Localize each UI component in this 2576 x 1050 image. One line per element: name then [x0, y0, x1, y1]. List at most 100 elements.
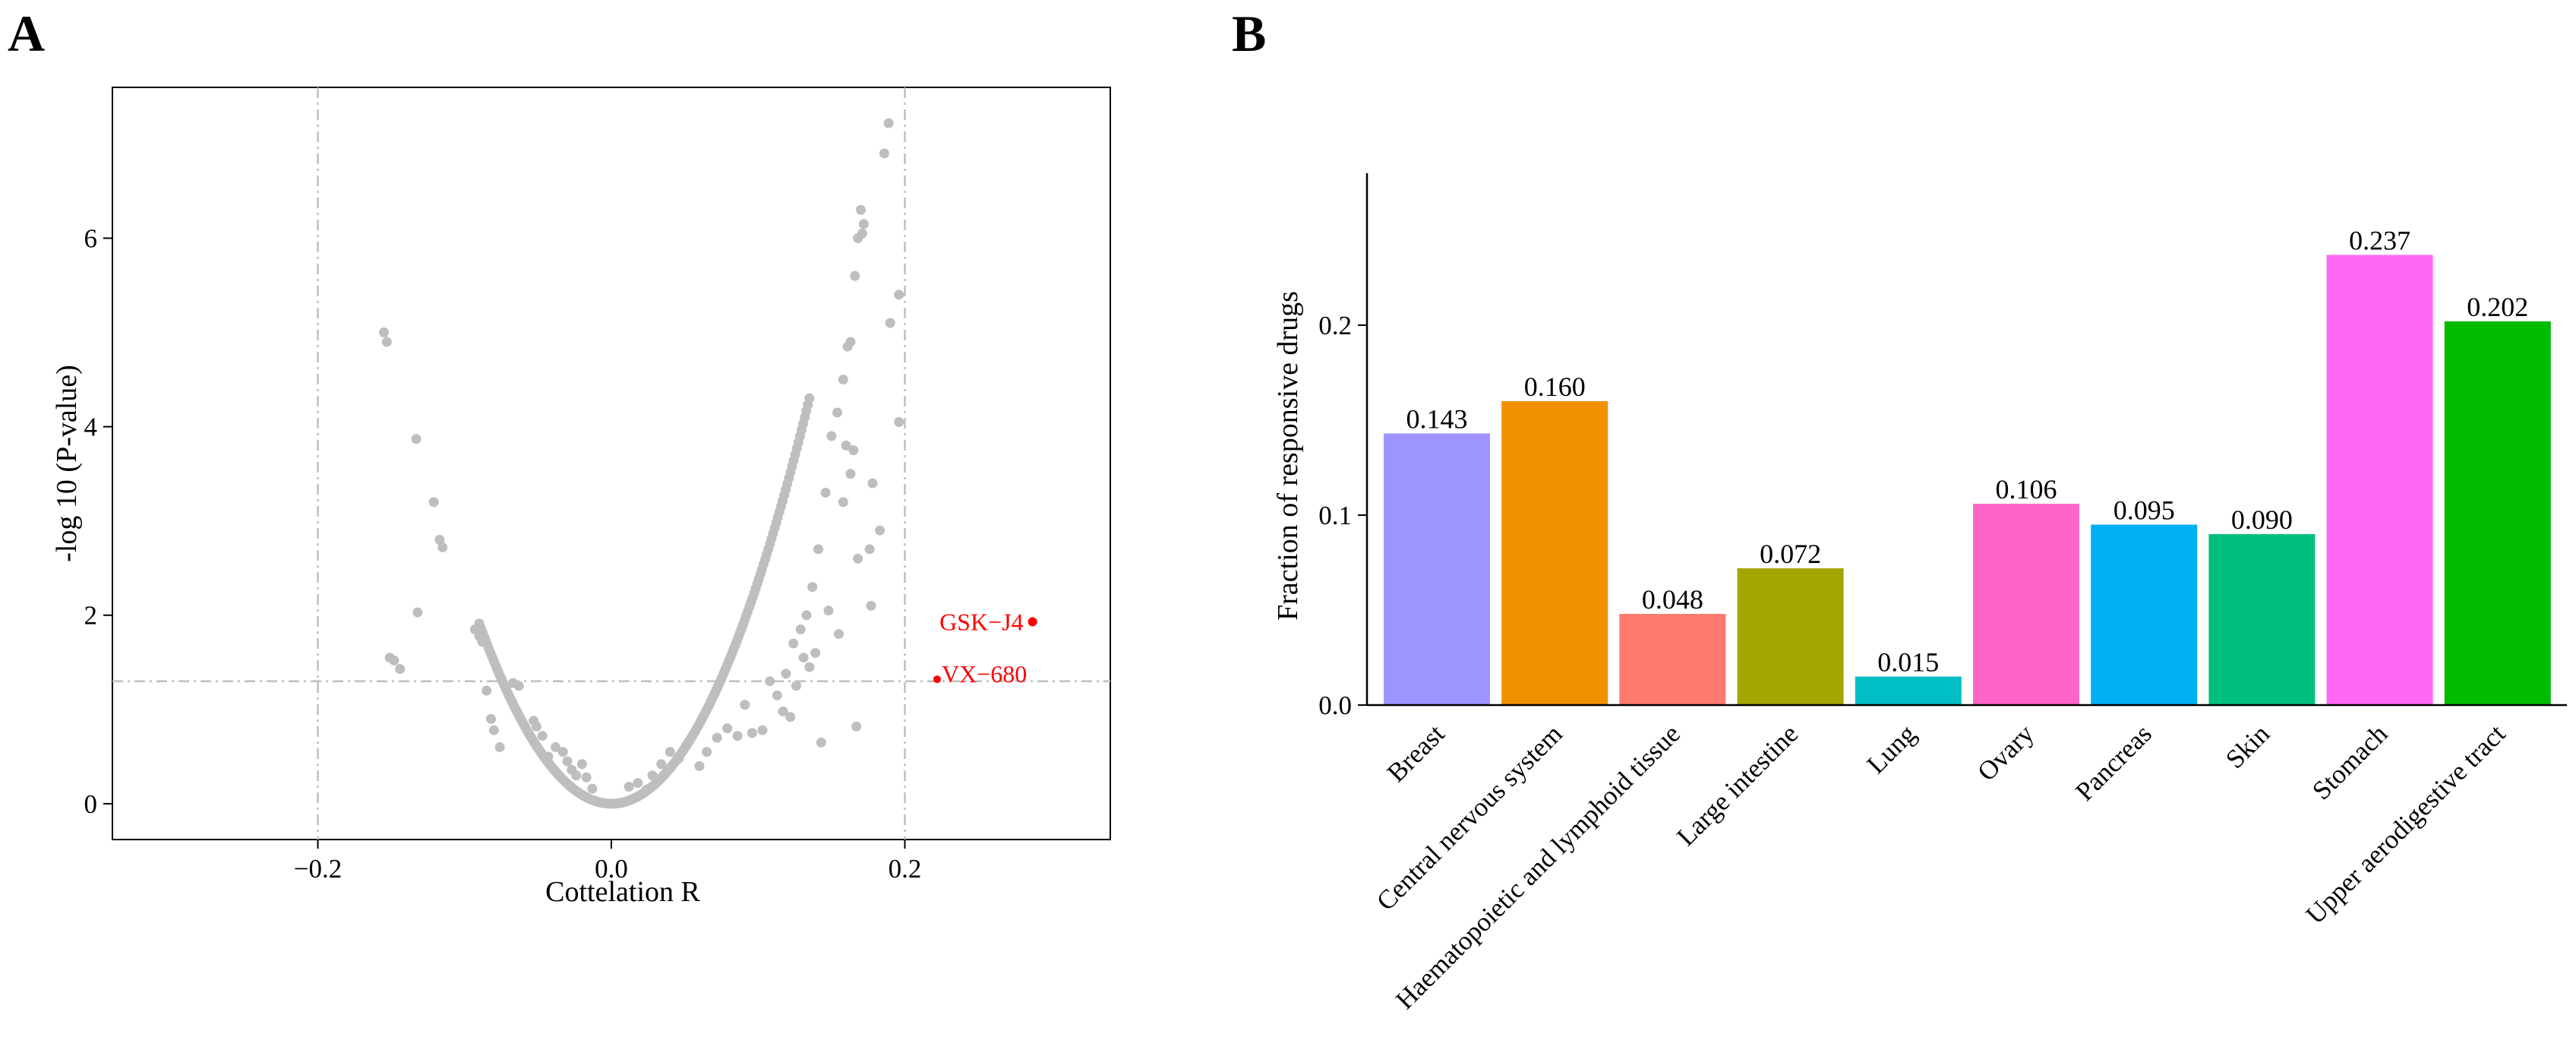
- bar-lung: [1855, 676, 1962, 705]
- data-point: [858, 219, 869, 229]
- data-point: [477, 636, 488, 647]
- data-point: [488, 725, 499, 735]
- panel-a-letter: A: [8, 5, 45, 62]
- data-point: [381, 337, 392, 347]
- data-point: [757, 725, 768, 735]
- data-point: [633, 778, 643, 789]
- category-label-stomach: Stomach: [2306, 719, 2394, 806]
- scatter-points: [378, 118, 904, 809]
- bar-chart: 0.143 0.160 0.048 0.072 0.015 0.106 0.09…: [1272, 173, 2567, 1015]
- data-point: [832, 407, 843, 418]
- data-point: [702, 747, 712, 757]
- data-point: [795, 624, 806, 634]
- bar-stomach: [2326, 255, 2433, 705]
- data-point: [810, 647, 821, 658]
- category-labels: Breast Central nervous system Haematopoi…: [1371, 719, 2511, 1015]
- data-point: [823, 606, 834, 616]
- highlight-label-gsk-j4: GSK−J4: [939, 608, 1024, 635]
- bar-central-nervous-system: [1501, 401, 1608, 705]
- y-tick-label: 6: [84, 223, 98, 253]
- x-axis: −0.2 0.0 0.2 Cottelation R: [294, 840, 922, 908]
- data-point: [866, 600, 876, 611]
- data-point: [856, 204, 866, 215]
- data-point: [864, 544, 875, 555]
- highlight-label-vx-680: VX−680: [942, 660, 1027, 688]
- data-point: [848, 445, 859, 456]
- data-point: [486, 713, 497, 724]
- volcano-plot: GSK−J4 VX−680 −0.2 0.0 0.2 Cottelation R…: [51, 87, 1111, 908]
- data-point: [623, 782, 634, 792]
- data-point: [883, 118, 894, 128]
- data-point: [826, 431, 837, 441]
- value-label-breast: 0.143: [1406, 404, 1468, 435]
- bar-skin: [2208, 534, 2316, 705]
- value-label-lung: 0.015: [1877, 647, 1939, 678]
- data-point: [557, 747, 568, 757]
- bars: [1384, 255, 2551, 705]
- data-point: [681, 740, 692, 751]
- data-point: [838, 375, 848, 385]
- data-point: [551, 742, 561, 752]
- data-point: [571, 770, 582, 781]
- y-tick-label: 0.0: [1318, 691, 1352, 720]
- data-point: [857, 228, 867, 239]
- data-point: [894, 289, 904, 300]
- data-point: [581, 772, 592, 783]
- data-point: [853, 553, 863, 564]
- y-axis: 0 2 4 6 -log 10 (P-value): [51, 223, 112, 819]
- data-point: [378, 327, 389, 338]
- data-point: [562, 756, 573, 767]
- data-point: [791, 681, 801, 691]
- bar-upper-aerodigestive-tract: [2444, 321, 2551, 705]
- data-point: [875, 525, 886, 536]
- data-point: [879, 148, 889, 159]
- data-point: [785, 712, 796, 723]
- data-point: [674, 753, 684, 764]
- data-point: [481, 685, 492, 696]
- data-point: [841, 440, 851, 451]
- data-point: [850, 270, 860, 281]
- data-point: [765, 676, 775, 687]
- data-point: [412, 607, 423, 618]
- y-tick-label: 0.2: [1318, 311, 1352, 340]
- data-point: [587, 783, 598, 794]
- data-point: [434, 534, 445, 545]
- data-point: [838, 497, 848, 508]
- data-point: [816, 737, 826, 748]
- data-point: [647, 770, 658, 781]
- bar-axes: 0.0 0.1 0.2 Fraction of responsive drugs: [1272, 173, 2567, 720]
- category-label-pancreas: Pancreas: [2069, 719, 2158, 807]
- bar-y-axis-title: Fraction of responsive drugs: [1272, 291, 1304, 621]
- data-point: [543, 751, 554, 762]
- value-label-large-intestine: 0.072: [1760, 539, 1821, 569]
- data-point: [747, 728, 758, 738]
- data-point: [801, 610, 812, 621]
- data-point: [531, 721, 541, 732]
- bar-breast: [1384, 433, 1490, 705]
- data-point: [845, 337, 856, 347]
- value-label-central-nervous-system: 0.160: [1524, 372, 1586, 402]
- value-label-upper-aerodigestive-tract: 0.202: [2467, 292, 2528, 322]
- data-point: [722, 723, 733, 734]
- value-label-pancreas: 0.095: [2114, 495, 2175, 526]
- data-point: [411, 434, 421, 444]
- highlight-point-gsk-j4: [1028, 617, 1037, 627]
- x-tick-label: 0.2: [889, 854, 922, 884]
- data-point: [732, 731, 743, 742]
- y-tick-label: 2: [84, 601, 98, 631]
- data-point: [641, 784, 652, 795]
- value-labels: 0.143 0.160 0.048 0.072 0.015 0.106 0.09…: [1406, 226, 2529, 678]
- category-label-large-intestine: Large intestine: [1671, 719, 1804, 852]
- y-tick-label: 4: [84, 413, 98, 442]
- category-label-skin: Skin: [2220, 719, 2275, 774]
- data-point: [788, 638, 799, 649]
- data-point: [395, 663, 406, 674]
- y-tick-label: 0: [84, 789, 98, 819]
- x-axis-title: Cottelation R: [545, 876, 700, 908]
- y-tick-label: 0.1: [1318, 501, 1352, 530]
- data-point: [428, 497, 439, 508]
- category-label-lung: Lung: [1861, 719, 1922, 780]
- highlighted-drugs: GSK−J4 VX−680: [933, 608, 1037, 688]
- data-point: [665, 747, 675, 757]
- value-label-ovary: 0.106: [1996, 474, 2057, 504]
